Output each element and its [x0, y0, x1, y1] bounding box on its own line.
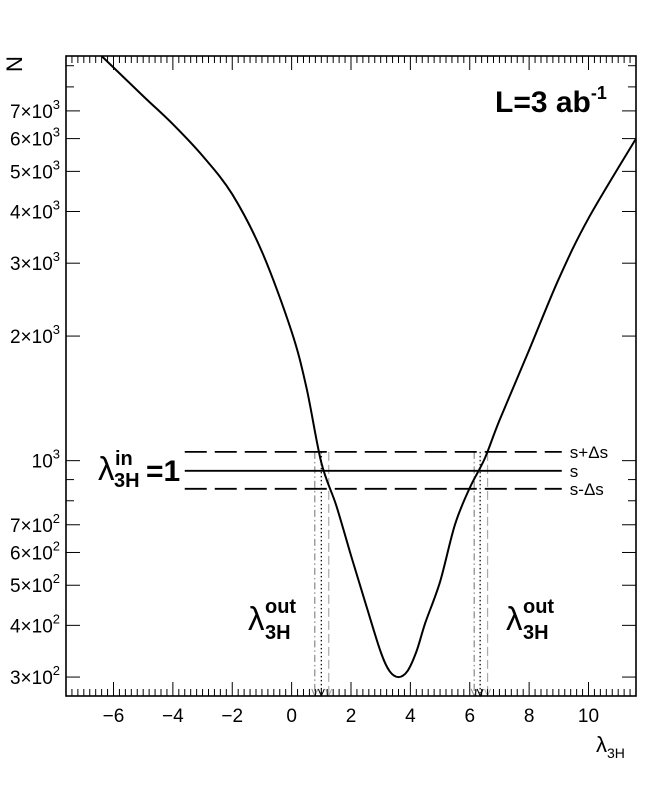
lambda-in-label: λ in 3H =1 [98, 448, 180, 492]
luminosity-label: L=3 ab-1 [495, 83, 607, 119]
x-tick-label: 10 [578, 706, 599, 727]
lambda-out-left-sub: 3H [265, 622, 291, 644]
y-tick-label-exp: 2 [53, 571, 60, 586]
y-tick-label-exp: 2 [53, 611, 60, 626]
curve-layer [100, 56, 636, 679]
y-tick-label: 5×102 [10, 571, 60, 597]
x-axis-label: λ3H [596, 732, 625, 761]
x-tick-label: 0 [286, 706, 297, 727]
lambda-in-sub: 3H [114, 470, 140, 492]
x-tick-label: −4 [162, 706, 184, 727]
y-tick-label-exp: 3 [53, 447, 60, 462]
y-tick-label: 7×103 [10, 97, 60, 123]
lambda-out-right-symbol: λ [506, 600, 523, 637]
y-tick-label: 4×102 [10, 611, 60, 637]
lambda-in-symbol: λ [98, 450, 115, 487]
x-tick-label: 6 [464, 706, 475, 727]
vertical-markers [311, 451, 492, 698]
y-tick-label-base: 10 [32, 452, 53, 473]
y-tick-label: 103 [32, 447, 60, 473]
reference-line-label: s-Δs [570, 480, 604, 499]
plot-frame [65, 55, 637, 697]
lambda-out-right-label: λ out 3H [506, 596, 554, 644]
y-tick-label-exp: 3 [53, 125, 60, 140]
lambda-out-left-symbol: λ [248, 600, 265, 637]
y-tick-label-base: 5×10 [10, 162, 53, 183]
y-tick-label-base: 4×10 [10, 202, 53, 223]
lambda-out-right-sub: 3H [523, 622, 549, 644]
series-line [100, 56, 636, 679]
y-tick-label-exp: 3 [53, 322, 60, 337]
y-tick-label-exp: 2 [53, 663, 60, 678]
y-tick-label-base: 6×10 [10, 543, 53, 564]
lambda-out-left-label: λ out 3H [248, 596, 296, 644]
lambda-in-suffix: =1 [146, 455, 180, 488]
y-tick-label-base: 7×10 [10, 102, 53, 123]
y-tick-label-exp: 3 [53, 197, 60, 212]
x-tick-label: 2 [346, 706, 357, 727]
y-tick-label: 2×103 [10, 322, 60, 348]
x-tick-label: −6 [103, 706, 125, 727]
y-tick-label: 6×102 [10, 538, 60, 564]
y-tick-label-base: 3×10 [10, 668, 53, 689]
y-tick-label: 3×103 [10, 249, 60, 275]
x-tick-label: 8 [524, 706, 535, 727]
x-tick-label: 4 [405, 706, 416, 727]
lambda-out-right-sup: out [523, 596, 554, 618]
y-tick-label-exp: 3 [53, 157, 60, 172]
y-tick-label-base: 4×10 [10, 616, 53, 637]
y-tick-label: 7×102 [10, 511, 60, 537]
y-tick-label-base: 6×10 [10, 130, 53, 151]
luminosity-sup: -1 [591, 83, 607, 103]
ticks: −6 −4 −2 0 2 4 6 8 103×1024×1025×1026×1027×10210… [10, 56, 637, 727]
luminosity-base: L=3 ab [495, 86, 591, 119]
x-tick-label: −2 [221, 706, 243, 727]
lambda-in-sup: in [115, 448, 133, 470]
y-axis-label: N [2, 56, 27, 72]
y-tick-label: 4×103 [10, 197, 60, 223]
y-tick-label: 5×103 [10, 157, 60, 183]
y-tick-label-exp: 2 [53, 538, 60, 553]
y-tick-label-exp: 2 [53, 511, 60, 526]
y-tick-label: 3×102 [10, 663, 60, 689]
x-axis-label-sub: 3H [607, 745, 625, 761]
y-tick-label-base: 3×10 [10, 254, 53, 275]
y-tick-label-base: 2×10 [10, 327, 53, 348]
y-tick-label-base: 5×10 [10, 576, 53, 597]
y-tick-label: 6×103 [10, 125, 60, 151]
lambda-out-left-sup: out [265, 596, 296, 618]
y-tick-label-exp: 3 [53, 97, 60, 112]
reference-line-label: s [570, 462, 579, 481]
y-tick-label-base: 7×10 [10, 516, 53, 537]
x-axis-label-symbol: λ [596, 732, 607, 757]
reference-line-label: s+Δs [570, 443, 608, 462]
y-tick-label-exp: 3 [53, 249, 60, 264]
